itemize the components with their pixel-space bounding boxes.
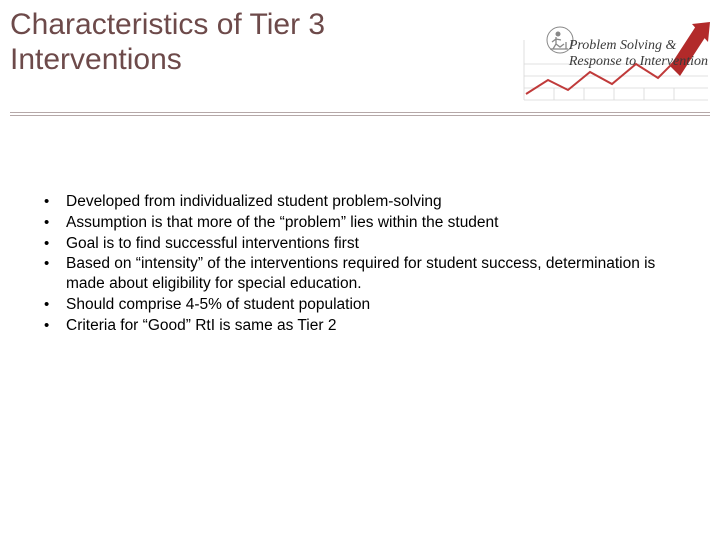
list-item: Should comprise 4-5% of student populati… <box>42 295 682 315</box>
list-item: Developed from individualized student pr… <box>42 192 682 212</box>
logo: Problem Solving & Response to Interventi… <box>528 20 708 100</box>
list-item: Based on “intensity” of the intervention… <box>42 254 682 294</box>
list-item: Assumption is that more of the “problem”… <box>42 213 682 233</box>
slide: Characteristics of Tier 3 Interventions <box>0 0 720 540</box>
bullet-list: Developed from individualized student pr… <box>42 192 682 337</box>
slide-title: Characteristics of Tier 3 Interventions <box>10 8 350 77</box>
logo-line-2: Response to Intervention <box>569 54 708 70</box>
divider-line <box>10 112 710 116</box>
list-item: Criteria for “Good” RtI is same as Tier … <box>42 316 682 336</box>
logo-text: Problem Solving & Response to Interventi… <box>569 38 708 70</box>
list-item: Goal is to find successful interventions… <box>42 234 682 254</box>
logo-line-1: Problem Solving & <box>569 38 708 54</box>
